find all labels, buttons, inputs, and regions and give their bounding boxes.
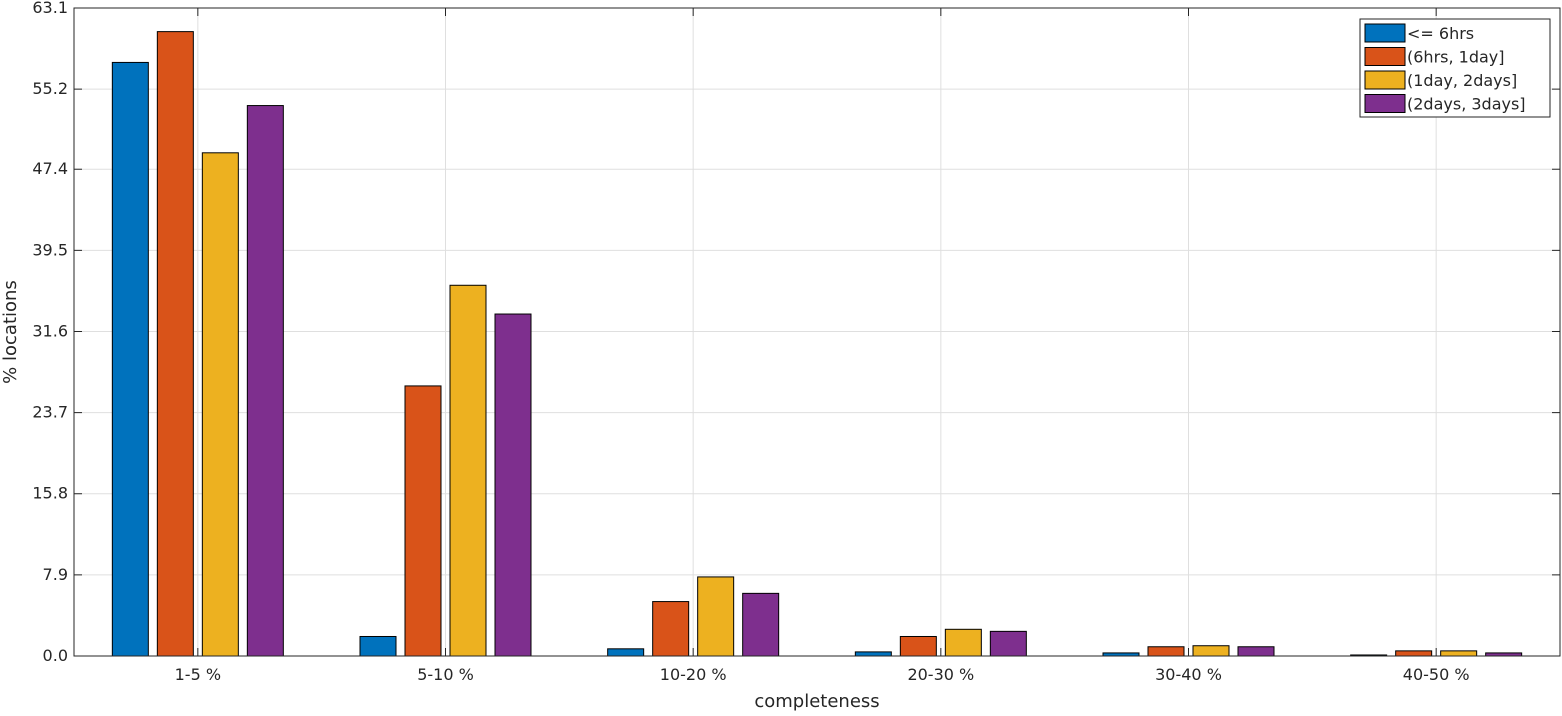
bars-layer	[111, 31, 1523, 657]
bar	[1395, 650, 1433, 657]
legend-label: (6hrs, 1day]	[1407, 48, 1505, 67]
bar	[697, 576, 735, 657]
y-tick-label: 39.5	[32, 240, 68, 259]
x-tick-label: 20-30 %	[907, 665, 974, 684]
bar	[156, 31, 194, 657]
y-tick-label: 31.6	[32, 321, 68, 340]
legend-label: (2days, 3days]	[1407, 95, 1526, 114]
legend-label: <= 6hrs	[1407, 24, 1474, 43]
x-tick-label: 30-40 %	[1155, 665, 1222, 684]
bar	[1237, 646, 1275, 657]
y-axis-label: % locations	[0, 280, 21, 384]
y-axis: 0.0 7.9 15.8 23.7 31.6 39.5 47.4 55.2 63.1	[32, 0, 1560, 665]
x-tick-label: 10-20 %	[660, 665, 727, 684]
bar	[449, 284, 487, 657]
bar	[854, 651, 892, 657]
legend: <= 6hrs (6hrs, 1day] (1day, 2days] (2days, …	[1359, 18, 1551, 118]
bar	[899, 635, 937, 657]
x-axis-label: completeness	[754, 691, 879, 712]
y-tick-label: 7.9	[43, 565, 68, 584]
legend-label: (1day, 2days]	[1407, 71, 1517, 90]
bar	[246, 105, 284, 657]
y-tick-label: 47.4	[32, 159, 68, 178]
bar	[742, 592, 780, 657]
legend-swatch	[1364, 23, 1406, 43]
y-tick-label: 23.7	[32, 403, 68, 422]
y-tick-label: 0.0	[43, 646, 68, 665]
grid-layer	[74, 8, 1560, 656]
y-tick-label: 15.8	[32, 484, 68, 503]
bar	[1192, 645, 1230, 657]
bar	[652, 601, 690, 657]
bar	[201, 152, 239, 657]
bar	[111, 61, 149, 657]
bar	[1440, 650, 1478, 657]
y-tick-label: 63.1	[32, 0, 68, 17]
bar	[404, 385, 442, 657]
bar	[989, 630, 1027, 657]
bar	[607, 648, 645, 657]
bar	[359, 635, 397, 657]
x-tick-label: 40-50 %	[1403, 665, 1470, 684]
legend-swatch	[1364, 47, 1406, 66]
x-axis: 1-5 % 5-10 % 10-20 % 20-30 % 30-40 % 40-50 %	[175, 8, 1470, 684]
x-tick-label: 1-5 %	[175, 665, 221, 684]
bar	[1147, 646, 1185, 657]
bar	[944, 628, 982, 657]
bar	[494, 313, 532, 657]
x-tick-label: 5-10 %	[417, 665, 474, 684]
plot-frame	[73, 7, 1561, 657]
legend-swatch	[1364, 94, 1406, 113]
y-tick-label: 55.2	[32, 79, 68, 98]
legend-swatch	[1364, 70, 1406, 90]
